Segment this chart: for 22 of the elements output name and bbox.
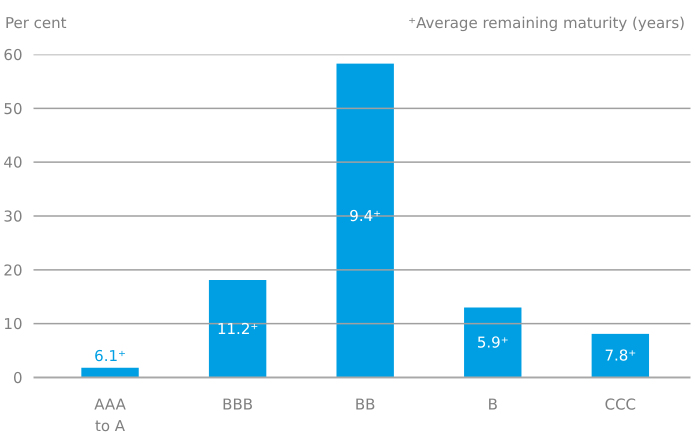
annotation: 6.1⁺ [94,346,126,365]
annotation: 5.9⁺ [476,334,509,352]
y-tick-label: 20 [3,261,23,280]
bar [592,334,650,378]
y-tick-label: 30 [3,208,23,226]
x-tick-label: CCC [604,396,636,414]
bar [336,64,394,378]
x-tick-label: AAA to A [94,396,127,432]
y-tick-label: 10 [3,315,23,334]
annotation: 11.2⁺ [216,320,258,338]
annotation: 7.8⁺ [604,346,636,365]
y-axis-title: Per cent [5,13,67,34]
text: ⁺Average remaining maturity (years) [408,13,685,34]
y-tick-label: 50 [3,100,23,118]
bar [464,308,522,378]
y-tick-label: 0 [12,369,23,387]
y-tick-label: 60 [3,46,23,64]
x-tick-label: B [488,396,498,414]
x-tick-label: BBB [222,396,254,414]
x-tick-label: BB [354,396,376,414]
y-tick-label: 40 [3,154,23,172]
bar [208,280,266,378]
